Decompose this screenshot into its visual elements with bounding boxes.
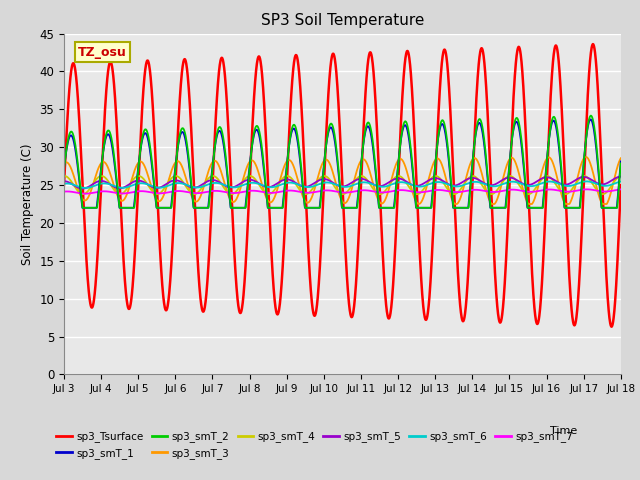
Text: Time: Time	[550, 426, 577, 436]
Text: TZ_osu: TZ_osu	[78, 46, 127, 59]
Y-axis label: Soil Temperature (C): Soil Temperature (C)	[21, 143, 34, 265]
Title: SP3 Soil Temperature: SP3 Soil Temperature	[260, 13, 424, 28]
Legend: sp3_Tsurface, sp3_smT_1, sp3_smT_2, sp3_smT_3, sp3_smT_4, sp3_smT_5, sp3_smT_6, : sp3_Tsurface, sp3_smT_1, sp3_smT_2, sp3_…	[52, 427, 577, 463]
